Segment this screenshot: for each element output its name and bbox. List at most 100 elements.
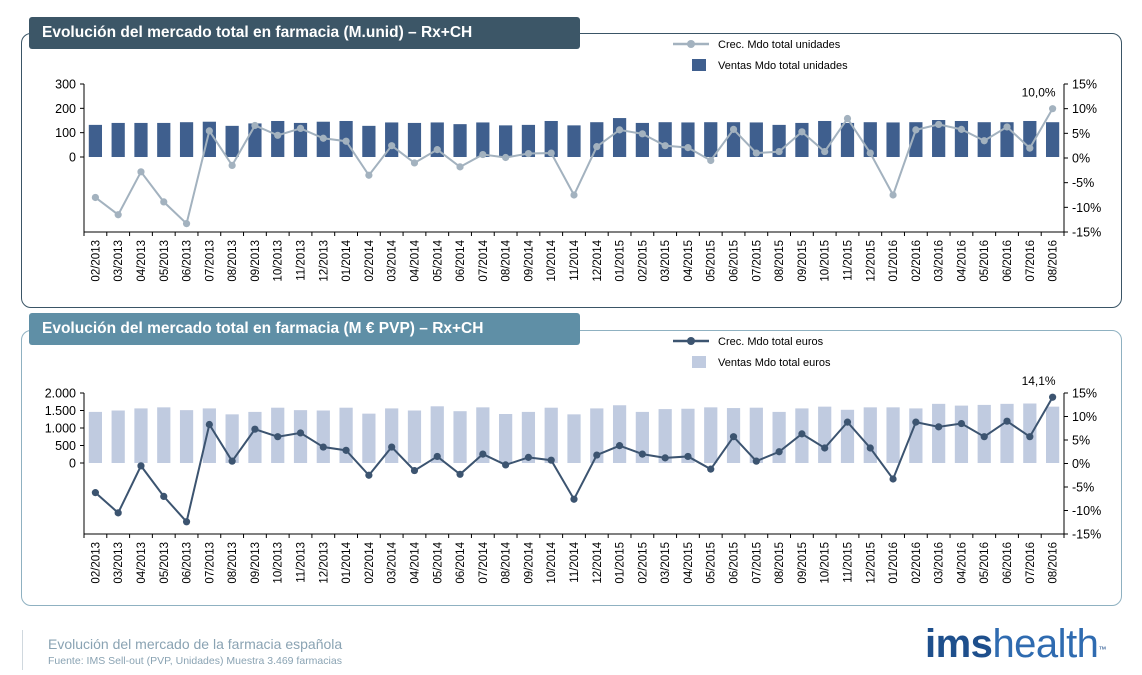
x-tick-label: 11/2015 bbox=[842, 240, 854, 281]
growth-point bbox=[251, 121, 259, 130]
growth-point bbox=[91, 489, 99, 497]
growth-point bbox=[342, 137, 350, 145]
growth-point bbox=[1049, 105, 1057, 113]
y-tick-label-right: -10% bbox=[1072, 201, 1101, 215]
bar bbox=[726, 122, 741, 157]
x-tick-label: 09/2013 bbox=[250, 542, 262, 584]
growth-point bbox=[319, 443, 327, 451]
bar bbox=[886, 407, 900, 463]
x-tick-label: 11/2014 bbox=[569, 239, 581, 280]
growth-point bbox=[1003, 123, 1011, 131]
x-tick-label: 07/2015 bbox=[751, 542, 763, 584]
x-tick-label: 09/2015 bbox=[797, 240, 809, 282]
bar bbox=[567, 125, 581, 157]
legend-line-marker bbox=[687, 337, 695, 345]
bar bbox=[248, 411, 262, 463]
growth-point bbox=[1003, 417, 1011, 425]
growth-point bbox=[274, 433, 282, 441]
bar bbox=[111, 122, 125, 157]
growth-point bbox=[1049, 393, 1057, 401]
growth-point bbox=[729, 125, 738, 133]
growth-point bbox=[889, 475, 897, 483]
growth-point bbox=[775, 448, 783, 456]
growth-point bbox=[980, 433, 988, 441]
growth-point bbox=[524, 453, 533, 461]
growth-annotation: 14,1% bbox=[1022, 374, 1056, 388]
x-tick-label: 05/2015 bbox=[706, 542, 718, 584]
x-tick-label: 06/2014 bbox=[455, 239, 467, 281]
growth-point bbox=[410, 466, 419, 475]
x-tick-label: 03/2014 bbox=[387, 541, 399, 583]
chart-panel-units bbox=[21, 33, 1122, 308]
growth-point bbox=[547, 456, 555, 464]
growth-point bbox=[570, 495, 578, 503]
bar bbox=[840, 122, 855, 157]
bar bbox=[749, 407, 763, 463]
growth-point bbox=[274, 131, 282, 139]
x-tick-label: 12/2015 bbox=[865, 240, 877, 282]
y-tick-label-left: 100 bbox=[55, 126, 76, 140]
y-tick-label-right: -5% bbox=[1072, 481, 1094, 495]
x-tick-label: 06/2015 bbox=[729, 240, 741, 282]
y-tick-label-right: -10% bbox=[1072, 504, 1101, 518]
legend-line-label: Crec. Mdo total euros bbox=[718, 336, 824, 348]
legend-bar-swatch bbox=[692, 356, 706, 368]
growth-point bbox=[228, 161, 236, 169]
x-tick-label: 02/2013 bbox=[90, 542, 102, 584]
x-tick-label: 04/2013 bbox=[136, 542, 148, 584]
bar bbox=[521, 411, 536, 463]
growth-point bbox=[524, 149, 533, 158]
x-tick-label: 03/2015 bbox=[660, 240, 672, 282]
growth-point bbox=[798, 430, 806, 438]
bar bbox=[567, 414, 581, 463]
x-tick-label: 03/2013 bbox=[113, 542, 125, 584]
x-tick-label: 10/2014 bbox=[546, 541, 558, 583]
bar bbox=[544, 407, 558, 463]
y-tick-label-right: 5% bbox=[1072, 434, 1090, 448]
legend-bar-label: Ventas Mdo total euros bbox=[718, 357, 831, 369]
bar bbox=[407, 410, 422, 463]
x-tick-label: 08/2015 bbox=[774, 240, 786, 282]
bar bbox=[1045, 406, 1060, 463]
growth-point bbox=[593, 143, 601, 151]
x-tick-label: 09/2014 bbox=[523, 239, 535, 281]
x-tick-label: 12/2014 bbox=[592, 239, 604, 281]
bar bbox=[658, 409, 672, 463]
growth-point bbox=[707, 156, 715, 165]
growth-point bbox=[980, 137, 988, 145]
x-tick-label: 07/2014 bbox=[478, 541, 490, 583]
bar bbox=[681, 122, 695, 157]
growth-point bbox=[160, 198, 168, 206]
growth-point bbox=[866, 149, 874, 157]
bar bbox=[590, 122, 604, 157]
bar bbox=[453, 124, 467, 157]
growth-point bbox=[137, 168, 145, 176]
bar bbox=[179, 410, 194, 463]
x-tick-label: 07/2016 bbox=[1025, 542, 1037, 584]
bar bbox=[1045, 122, 1060, 157]
growth-point bbox=[296, 124, 305, 132]
bar bbox=[476, 122, 490, 157]
bar bbox=[407, 122, 422, 157]
growth-point bbox=[456, 470, 464, 478]
bar bbox=[612, 405, 627, 463]
growth-point bbox=[479, 450, 487, 458]
bar bbox=[88, 124, 103, 157]
x-tick-label: 06/2016 bbox=[1002, 240, 1014, 282]
growth-point bbox=[182, 220, 191, 228]
bar bbox=[499, 125, 513, 157]
x-tick-label: 11/2014 bbox=[569, 541, 581, 582]
growth-point bbox=[251, 425, 259, 433]
growth-point bbox=[638, 130, 646, 138]
growth-point bbox=[957, 419, 966, 428]
growth-point bbox=[615, 126, 624, 134]
x-tick-label: 07/2013 bbox=[204, 542, 216, 584]
growth-point bbox=[456, 163, 464, 171]
x-tick-label: 02/2016 bbox=[911, 542, 923, 584]
y-tick-label-right: 0% bbox=[1072, 152, 1090, 166]
bar bbox=[157, 122, 171, 157]
growth-point bbox=[935, 120, 943, 129]
y-tick-label-right: 10% bbox=[1072, 102, 1097, 116]
footer-divider bbox=[22, 630, 23, 670]
y-tick-label-left: 500 bbox=[55, 439, 76, 453]
